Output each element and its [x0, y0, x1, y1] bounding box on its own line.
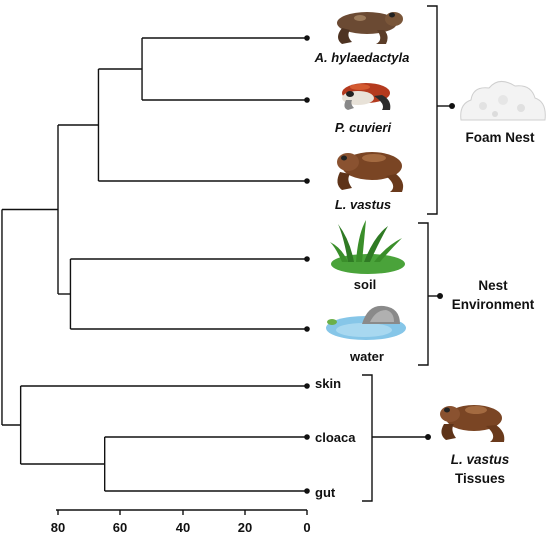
tissues-bracket	[362, 374, 428, 502]
taxon-label-water: water	[350, 349, 384, 364]
group-label-nest-environment-line1: Nest	[478, 278, 508, 293]
taxon-label-p-cuvieri: P. cuvieri	[334, 120, 392, 135]
leaf-dot	[304, 256, 310, 262]
taxon-label-cloaca: cloaca	[315, 430, 356, 445]
tick-label: 80	[50, 520, 66, 535]
grass-icon	[330, 220, 405, 274]
leaf-dot	[304, 488, 310, 494]
group-label-tissues-line1: L. vastus	[450, 452, 510, 467]
group-label-nest-environment: Nest Environment	[443, 276, 543, 314]
taxon-label-skin: skin	[315, 376, 342, 391]
group-label-tissues: L. vastus Tissues	[435, 450, 525, 488]
frog-icon	[337, 12, 403, 44]
taxon-label-a-hylaedactyla: A. hylaedactyla	[314, 50, 410, 65]
tick-label: 60	[112, 520, 128, 535]
taxon-label-gut: gut	[315, 485, 336, 500]
leaf-dot	[304, 326, 310, 332]
group-label-foam-nest: Foam Nest	[465, 130, 535, 145]
leaf-dot	[304, 178, 310, 184]
tick-label: 0	[303, 520, 311, 535]
frog-icon	[440, 405, 505, 442]
foam-nest-bracket-dot	[449, 103, 455, 109]
leaf-dot	[304, 383, 310, 389]
frog-icon	[337, 152, 404, 192]
tissues-bracket-dot	[425, 434, 431, 440]
tick-label: 20	[237, 520, 253, 535]
x-axis	[56, 509, 308, 515]
taxon-label-l-vastus: L. vastus	[334, 197, 392, 212]
foam-nest-bracket	[427, 5, 452, 215]
leaf-dot	[304, 35, 310, 41]
tick-label: 40	[175, 520, 191, 535]
leaf-dot	[304, 434, 310, 440]
group-label-tissues-line2: Tissues	[454, 471, 506, 486]
dendrogram-branches	[1, 37, 307, 492]
nest-environment-bracket-dot	[437, 293, 443, 299]
taxon-label-soil: soil	[353, 277, 377, 292]
leaf-dot	[304, 97, 310, 103]
red-frog-icon	[342, 83, 391, 110]
nest-environment-bracket	[418, 222, 440, 366]
group-label-nest-environment-line2: Environment	[451, 297, 535, 312]
pond-icon	[326, 305, 406, 340]
foam-nest-icon	[460, 81, 546, 121]
leaf-dots	[304, 35, 310, 494]
